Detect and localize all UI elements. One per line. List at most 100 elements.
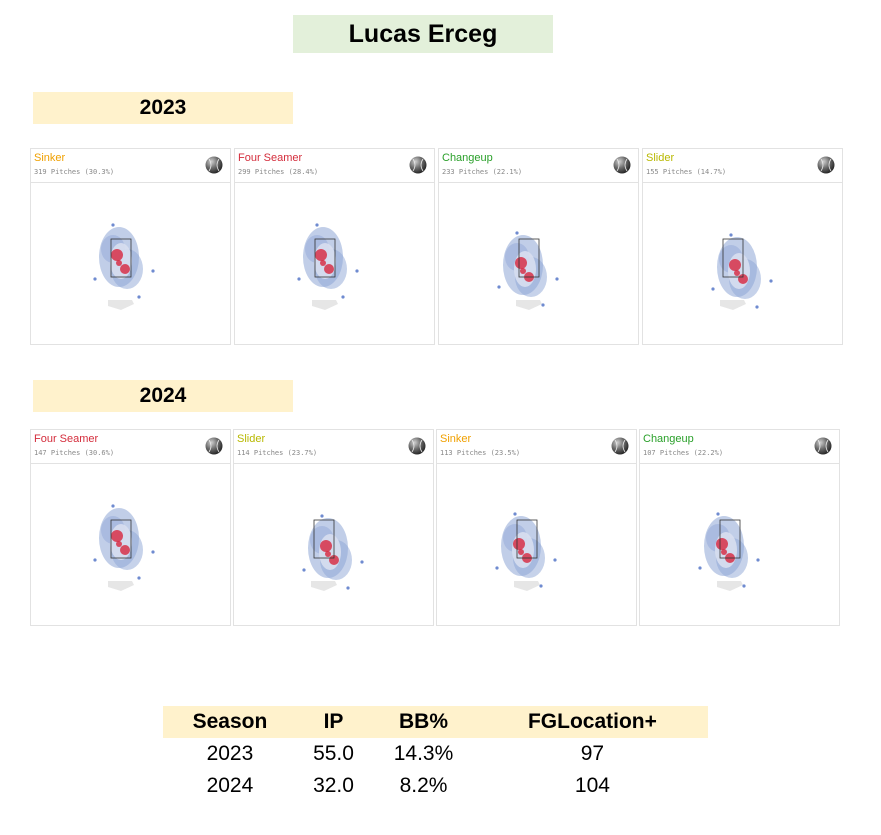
stats-cell-fglocation: 97 [580, 742, 605, 765]
outlier-pitch [541, 303, 545, 307]
card-header: Changeup 233 Pitches (22.1%) [439, 149, 638, 183]
outlier-pitch [93, 277, 97, 281]
year-header-2024: 2024 [33, 380, 293, 412]
stats-header-season: Season [163, 706, 297, 738]
outlier-pitch [151, 269, 155, 273]
pitch-name: Slider [237, 433, 266, 445]
baseball-icon [408, 437, 426, 455]
pitch-name: Sinker [34, 152, 66, 164]
stats-cell-fglocation: 104 [574, 774, 610, 797]
outlier-pitch [320, 514, 324, 518]
heatmap-card-changeup: Changeup 233 Pitches (22.1%) [438, 148, 639, 345]
outlier-pitch [495, 566, 499, 570]
strike-zone [518, 238, 540, 278]
stats-table: Season IP BB% FGLocation+ 2023 55.0 14.3… [163, 706, 708, 802]
hot-spot [116, 260, 122, 266]
baseball-icon [409, 156, 427, 174]
card-header: Slider 114 Pitches (23.7%) [234, 430, 433, 464]
pitch-count: 113 Pitches (23.5%) [440, 449, 521, 457]
outlier-pitch [297, 277, 301, 281]
pitch-name: Changeup [643, 433, 694, 445]
outlier-pitch [756, 558, 760, 562]
card-header: Four Seamer 299 Pitches (28.4%) [235, 149, 434, 183]
card-header: Four Seamer 147 Pitches (30.6%) [31, 430, 230, 464]
home-plate [108, 581, 134, 591]
hot-spot [738, 274, 748, 284]
hot-spot [111, 530, 123, 542]
stats-header-fglocation: FGLocation+ [476, 706, 708, 738]
heatmap-card-slider: Slider 114 Pitches (23.7%) [233, 429, 434, 626]
outlier-pitch [137, 576, 141, 580]
card-header: Changeup 107 Pitches (22.2%) [640, 430, 839, 464]
outlier-pitch [711, 287, 715, 291]
hot-spot [721, 549, 727, 555]
location-heatmap [93, 223, 155, 310]
outlier-pitch [755, 305, 759, 309]
location-heatmap [302, 514, 364, 591]
heatmap-card-four-seamer: Four Seamer 147 Pitches (30.6%) [30, 429, 231, 626]
strike-zone [110, 238, 132, 278]
outlier-pitch [742, 584, 746, 588]
table-row: 2024 32.0 8.2% 104 [163, 770, 708, 802]
outlier-pitch [698, 566, 702, 570]
baseball-icon [817, 156, 835, 174]
heatmap-card-sinker: Sinker 113 Pitches (23.5%) [436, 429, 637, 626]
outlier-pitch [553, 558, 557, 562]
hot-spot [324, 264, 334, 274]
outlier-pitch [341, 295, 345, 299]
pitch-count: 299 Pitches (28.4%) [238, 168, 319, 176]
heatmap-card-slider: Slider 155 Pitches (14.7%) [642, 148, 843, 345]
stats-cell-season: 2024 [206, 774, 254, 797]
outlier-pitch [497, 285, 501, 289]
hot-spot [320, 540, 332, 552]
card-header: Sinker 113 Pitches (23.5%) [437, 430, 636, 464]
stats-header-row: Season IP BB% FGLocation+ [163, 706, 708, 738]
hot-spot [111, 249, 123, 261]
stats-cell-bb: 8.2% [399, 774, 448, 797]
outlier-pitch [716, 512, 720, 516]
home-plate [516, 300, 542, 310]
stats-cell-bb: 14.3% [393, 742, 454, 765]
strike-zone [516, 519, 538, 559]
hot-spot [513, 538, 525, 550]
outlier-pitch [539, 584, 543, 588]
hot-spot [120, 545, 130, 555]
hot-spot [518, 549, 524, 555]
hot-spot [729, 259, 741, 271]
pitch-count: 147 Pitches (30.6%) [34, 449, 115, 457]
stats-cell-season: 2023 [206, 742, 254, 765]
pitch-count: 114 Pitches (23.7%) [237, 449, 318, 457]
pitch-name: Four Seamer [238, 152, 303, 164]
stats-cell-ip: 55.0 [313, 742, 354, 765]
heatmap-card-sinker: Sinker 319 Pitches (30.3%) [30, 148, 231, 345]
outlier-pitch [513, 512, 517, 516]
table-row: 2023 55.0 14.3% 97 [163, 738, 708, 770]
heatmap-card-changeup: Changeup 107 Pitches (22.2%) [639, 429, 840, 626]
card-header: Slider 155 Pitches (14.7%) [643, 149, 842, 183]
outlier-pitch [555, 277, 559, 281]
baseball-icon [613, 156, 631, 174]
year-header-2023: 2023 [33, 92, 293, 124]
home-plate [311, 581, 337, 591]
home-plate [514, 581, 540, 591]
home-plate [717, 581, 743, 591]
baseball-icon [205, 156, 223, 174]
baseball-icon [814, 437, 832, 455]
stats-header-ip: IP [296, 706, 371, 738]
location-heatmap [93, 504, 155, 591]
card-header: Sinker 319 Pitches (30.3%) [31, 149, 230, 183]
hot-spot [120, 264, 130, 274]
hot-spot [315, 249, 327, 261]
strike-zone [110, 519, 132, 559]
pitch-count: 107 Pitches (22.2%) [643, 449, 724, 457]
outlier-pitch [111, 504, 115, 508]
hot-spot [515, 257, 527, 269]
outlier-pitch [360, 560, 364, 564]
baseball-icon [611, 437, 629, 455]
home-plate [108, 300, 134, 310]
home-plate [720, 300, 746, 310]
outlier-pitch [515, 231, 519, 235]
outlier-pitch [729, 233, 733, 237]
pitch-count: 233 Pitches (22.1%) [442, 168, 523, 176]
stats-cell-ip: 32.0 [313, 774, 354, 797]
